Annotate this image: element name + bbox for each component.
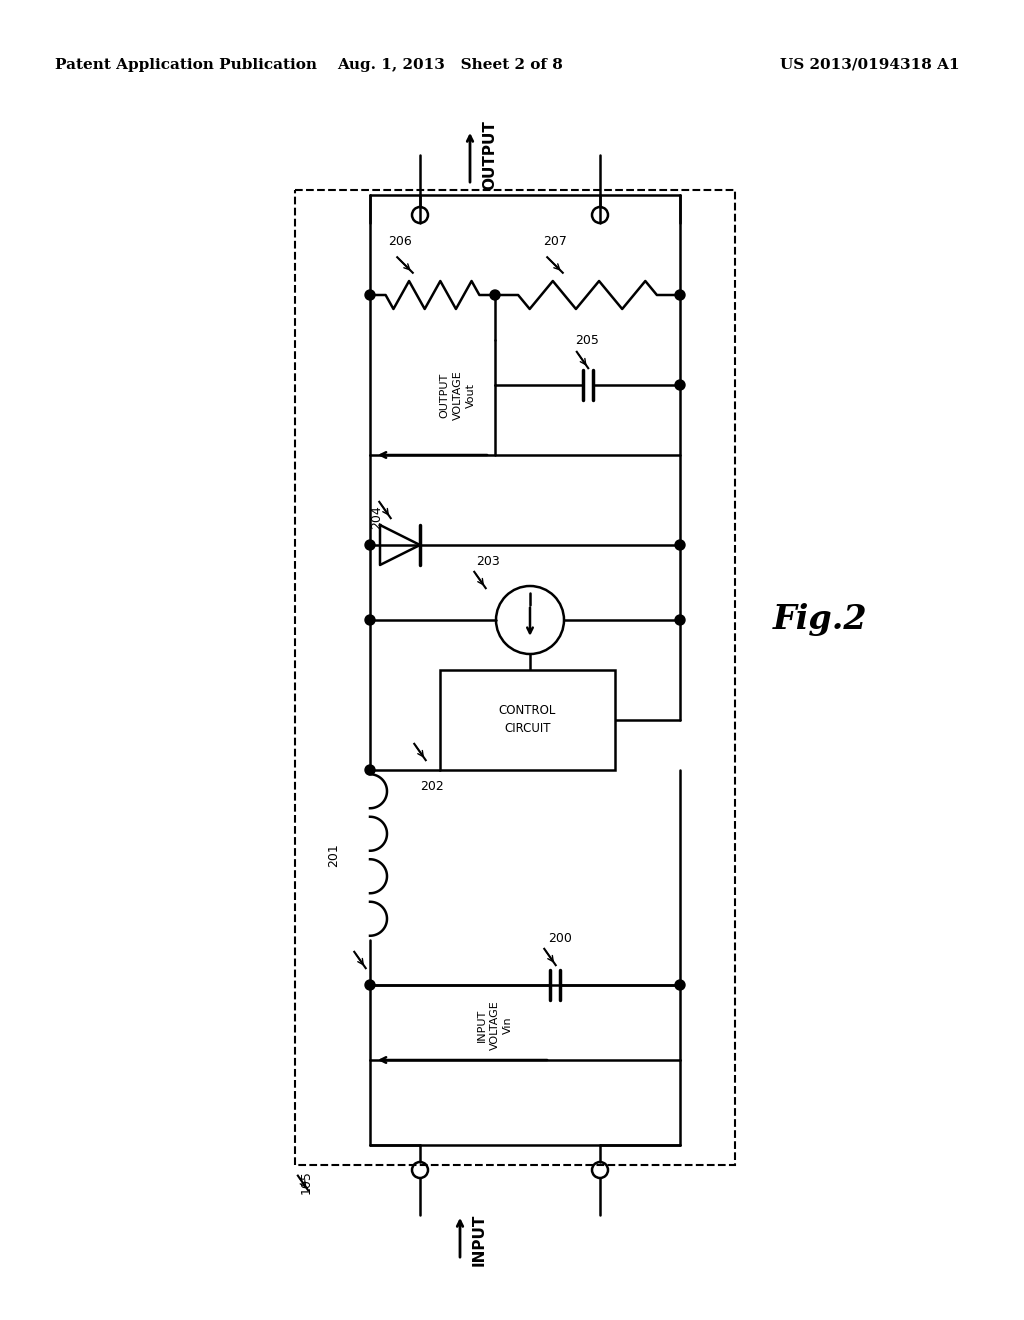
- Circle shape: [675, 290, 685, 300]
- Text: 207: 207: [543, 235, 567, 248]
- Text: 202: 202: [420, 780, 443, 793]
- Circle shape: [675, 380, 685, 389]
- Text: OUTPUT: OUTPUT: [482, 120, 497, 190]
- Text: 200: 200: [548, 932, 572, 945]
- Text: 206: 206: [388, 235, 412, 248]
- Circle shape: [365, 615, 375, 624]
- Circle shape: [490, 290, 500, 300]
- Text: US 2013/0194318 A1: US 2013/0194318 A1: [780, 58, 961, 73]
- Text: INPUT: INPUT: [472, 1214, 487, 1266]
- Circle shape: [365, 540, 375, 550]
- Text: 205: 205: [575, 334, 599, 347]
- Text: 204: 204: [370, 506, 383, 529]
- Circle shape: [365, 766, 375, 775]
- Text: 105: 105: [300, 1170, 313, 1193]
- Text: 201: 201: [327, 843, 340, 867]
- Bar: [440, 671, 615, 770]
- Text: OUTPUT
VOLTAGE
Vout: OUTPUT VOLTAGE Vout: [439, 370, 476, 420]
- Text: Patent Application Publication: Patent Application Publication: [55, 58, 317, 73]
- Text: 203: 203: [476, 554, 500, 568]
- Text: Fig.2: Fig.2: [773, 603, 867, 636]
- Circle shape: [675, 615, 685, 624]
- Text: CONTROL
CIRCUIT: CONTROL CIRCUIT: [499, 705, 556, 735]
- Circle shape: [365, 290, 375, 300]
- Text: Aug. 1, 2013   Sheet 2 of 8: Aug. 1, 2013 Sheet 2 of 8: [337, 58, 563, 73]
- Text: INPUT
VOLTAGE
Vin: INPUT VOLTAGE Vin: [477, 1001, 513, 1049]
- Circle shape: [365, 979, 375, 990]
- Circle shape: [675, 979, 685, 990]
- Circle shape: [675, 540, 685, 550]
